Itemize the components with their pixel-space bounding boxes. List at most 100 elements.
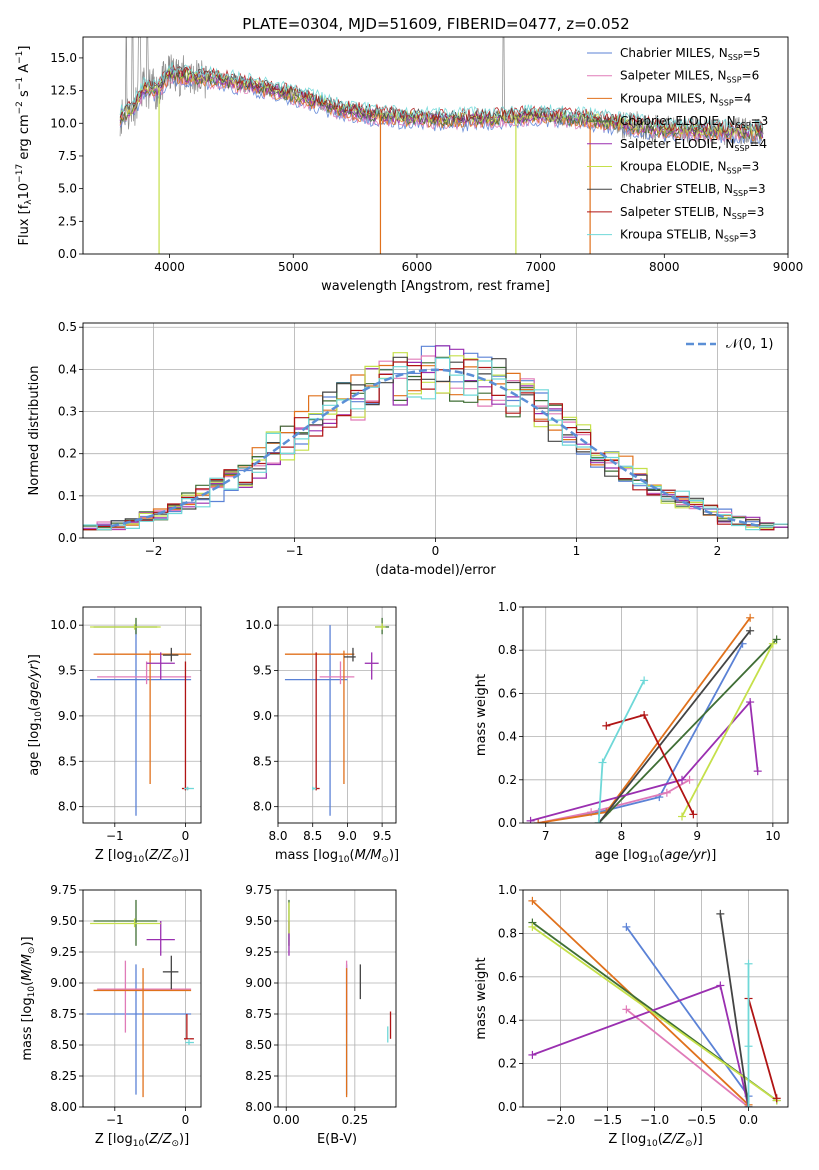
x-tick-label: 9.0 (338, 829, 357, 843)
x-axis-label: (data-model)/error (375, 563, 496, 578)
x-tick-label: 10 (765, 829, 780, 843)
x-axis-label: E(B-V) (317, 1132, 357, 1147)
x-tick-label: 7 (542, 829, 550, 843)
y-tick-label: 8.0 (58, 800, 77, 814)
y-tick-label: 9.0 (58, 709, 77, 723)
x-tick-label: 9.5 (373, 829, 392, 843)
y-tick-label: 0.4 (58, 362, 77, 376)
x-tick-label: 5000 (278, 260, 309, 274)
normal-curve (110, 368, 761, 528)
x-tick-label: 9000 (773, 260, 804, 274)
axes-mass_vs_Z (83, 889, 201, 1108)
y-tick-label: 0.0 (58, 247, 77, 261)
y-tick-label: 12.5 (50, 84, 77, 98)
y-tick-label: 0.1 (58, 489, 77, 503)
y-tick-label: 8.00 (245, 1100, 272, 1114)
mass-weight-line (747, 998, 778, 1099)
x-tick-label: 6000 (402, 260, 433, 274)
y-tick-label: 8.75 (50, 1007, 77, 1021)
y-tick-label: 9.0 (253, 709, 272, 723)
x-tick-label: 0 (182, 1113, 190, 1127)
axes-frame (82, 606, 202, 824)
y-tick-label: 0.0 (58, 531, 77, 545)
x-tick-label: −1 (106, 829, 124, 843)
y-tick-label: 9.00 (50, 976, 77, 990)
y-tick-label: 8.25 (245, 1069, 272, 1083)
y-tick-label: 15.0 (50, 51, 77, 65)
x-tick-label: 8 (618, 829, 626, 843)
axes-frame (277, 606, 397, 824)
y-tick-label: 1.0 (498, 600, 517, 614)
y-tick-label: 0.2 (498, 1057, 517, 1071)
x-axis-label: Z [log10(Z/Z⊙)] (95, 848, 189, 865)
y-tick-label: 9.00 (245, 976, 272, 990)
mass-weight-line (625, 1008, 750, 1107)
y-tick-label: 0.3 (58, 405, 77, 419)
y-axis-label: Normed distribution (27, 366, 42, 496)
x-tick-label: 0 (432, 544, 440, 558)
y-tick-label: 10.0 (50, 618, 77, 632)
legend-entry: 𝒩(0, 1) (726, 337, 773, 352)
axes-frame (522, 889, 789, 1108)
y-tick-label: 0.8 (498, 926, 517, 940)
y-tick-label: 0.2 (58, 447, 77, 461)
y-tick-label: 8.25 (50, 1069, 77, 1083)
legend-entry: Kroupa ELODIE, NSSP=3 (620, 160, 759, 176)
x-tick-label: 2 (714, 544, 722, 558)
model-spectrum-line (119, 65, 764, 135)
y-tick-label: 9.25 (245, 945, 272, 959)
axes-frame (277, 889, 397, 1108)
mass-weight-line (719, 913, 750, 1107)
x-tick-label: 4000 (154, 260, 185, 274)
y-tick-label: 9.50 (50, 914, 77, 928)
y-tick-label: 0.4 (498, 1013, 517, 1027)
x-tick-label: 0.25 (341, 1113, 368, 1127)
y-tick-label: 7.5 (58, 149, 77, 163)
legend-entry: Chabrier MILES, NSSP=5 (620, 46, 760, 62)
axes-weight_vs_age (523, 606, 788, 824)
y-axis-label: mass [log10(M/M⊙)] (20, 936, 37, 1060)
y-tick-label: 5.0 (58, 182, 77, 196)
plot-area-residuals (83, 345, 788, 531)
x-tick-label: 8000 (649, 260, 680, 274)
y-tick-label: 8.5 (58, 754, 77, 768)
axes-age_vs_mass (277, 607, 396, 823)
x-axis-label: Z [log10(Z/Z⊙)] (608, 1132, 702, 1149)
y-tick-label: 10.0 (50, 116, 77, 130)
residual-histogram (83, 357, 788, 531)
x-tick-label: 8.0 (268, 829, 287, 843)
figure-title: PLATE=0304, MJD=51609, FIBERID=0477, z=0… (242, 15, 629, 33)
axes-weight_vs_Z (523, 889, 788, 1108)
y-tick-label: 8.5 (253, 754, 272, 768)
x-axis-label: wavelength [Angstrom, rest frame] (321, 279, 550, 294)
axes-age_vs_Z (83, 607, 201, 823)
y-tick-label: 0.6 (498, 686, 517, 700)
x-tick-label: −1 (286, 544, 304, 558)
x-tick-label: −1.0 (640, 1113, 669, 1127)
legend-entry: Kroupa MILES, NSSP=4 (620, 91, 751, 107)
x-tick-label: 8.5 (303, 829, 322, 843)
x-tick-label: 0.0 (739, 1113, 758, 1127)
x-tick-label: −2 (145, 544, 163, 558)
x-tick-label: 0.00 (273, 1113, 300, 1127)
x-tick-label: 0 (182, 829, 190, 843)
y-tick-label: 8.0 (253, 800, 272, 814)
x-axis-label: Z [log10(Z/Z⊙)] (95, 1132, 189, 1149)
y-tick-label: 8.00 (50, 1100, 77, 1114)
plot-area-spectrum (119, 37, 764, 254)
plot-area-mass_vs_EBV (288, 899, 392, 1098)
plot-area-age_vs_mass (284, 617, 390, 816)
y-tick-label: 0.2 (498, 773, 517, 787)
x-tick-label: −2.0 (546, 1113, 575, 1127)
y-axis-label: age [log10(age/yr)] (27, 654, 44, 776)
mass-weight-line (537, 617, 751, 823)
mass-weight-line (681, 643, 774, 817)
axes-residuals (83, 323, 788, 539)
legend-entry: Salpeter MILES, NSSP=6 (620, 69, 759, 85)
x-tick-label: −1 (106, 1113, 124, 1127)
y-tick-label: 9.75 (50, 883, 77, 897)
axes-spectrum (119, 37, 764, 254)
model-spectrum-line (119, 70, 764, 141)
x-axis-label: mass [log10(M/M⊙)] (275, 848, 399, 865)
